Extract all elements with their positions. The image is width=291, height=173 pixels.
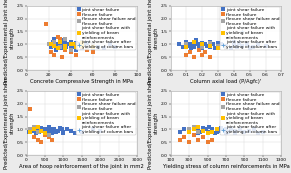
Legend: joint shear failure, flexure failure, flexure shear failure and
flexure failure,: joint shear failure, flexure failure, fl…	[76, 92, 136, 135]
Legend: joint shear failure, flexure failure, flexure shear failure and
flexure failure,: joint shear failure, flexure failure, fl…	[220, 92, 281, 135]
Legend: joint shear failure, flexure failure, flexure shear failure and
flexure failure,: joint shear failure, flexure failure, fl…	[220, 7, 281, 50]
Y-axis label: Predicted/Experimental joint shear
strength: Predicted/Experimental joint shear stren…	[148, 77, 159, 169]
Y-axis label: Predicted/Experimental joint shear
strength: Predicted/Experimental joint shear stren…	[148, 0, 159, 84]
X-axis label: Area of hoop reinforcement of the joint in mm2: Area of hoop reinforcement of the joint …	[19, 164, 144, 169]
Y-axis label: Predicted/Experimental joint shear
strength: Predicted/Experimental joint shear stren…	[4, 0, 15, 84]
X-axis label: Column axial load (P/Agfc)': Column axial load (P/Agfc)'	[190, 79, 262, 84]
X-axis label: Yielding stress of column reinforcements in MPa: Yielding stress of column reinforcements…	[163, 164, 289, 169]
Y-axis label: Predicted/Experimental joint shear
strength: Predicted/Experimental joint shear stren…	[4, 77, 15, 169]
X-axis label: Concrete Compressive Strength in MPa: Concrete Compressive Strength in MPa	[30, 79, 133, 84]
Legend: joint shear failure, flexure failure, flexure shear failure and
flexure failure,: joint shear failure, flexure failure, fl…	[76, 7, 136, 50]
